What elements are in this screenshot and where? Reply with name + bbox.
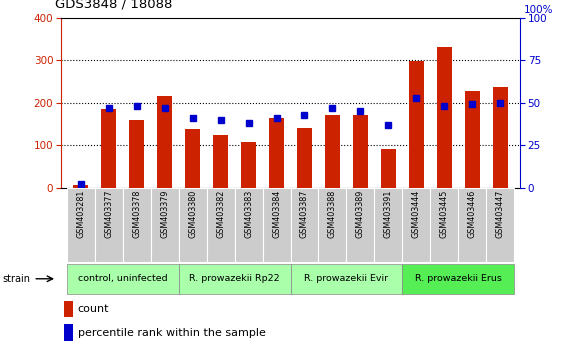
Bar [157, 96, 172, 188]
Bar [129, 120, 144, 188]
Text: GSM403382: GSM403382 [216, 190, 225, 238]
Bar [403, 264, 514, 294]
Bar [318, 188, 346, 262]
Bar [409, 61, 424, 188]
Bar [241, 142, 256, 188]
Bar [346, 188, 375, 262]
Bar [353, 115, 368, 188]
Text: strain: strain [3, 274, 31, 284]
Text: R. prowazekii Evir: R. prowazekii Evir [304, 274, 389, 282]
Bar [437, 47, 452, 188]
Text: GSM403281: GSM403281 [76, 190, 85, 238]
Bar [67, 188, 95, 262]
Text: count: count [77, 304, 109, 314]
Bar [64, 324, 73, 341]
Bar [95, 188, 123, 262]
Bar [206, 188, 235, 262]
Bar [185, 129, 200, 188]
Text: GSM403446: GSM403446 [468, 190, 477, 238]
Text: GSM403447: GSM403447 [496, 190, 505, 238]
Text: GSM403383: GSM403383 [244, 190, 253, 238]
Bar [150, 188, 178, 262]
Bar [375, 188, 403, 262]
Bar [290, 264, 403, 294]
Text: control, uninfected: control, uninfected [78, 274, 167, 282]
Bar [465, 91, 480, 188]
Text: GSM403384: GSM403384 [272, 190, 281, 238]
Bar [486, 188, 514, 262]
Text: GSM403445: GSM403445 [440, 190, 449, 238]
Bar [73, 185, 88, 188]
Bar [235, 188, 263, 262]
Text: GSM403388: GSM403388 [328, 190, 337, 238]
Text: GSM403387: GSM403387 [300, 190, 309, 238]
Text: percentile rank within the sample: percentile rank within the sample [77, 327, 266, 338]
Bar [297, 128, 312, 188]
Text: GSM403444: GSM403444 [412, 190, 421, 238]
Bar [213, 135, 228, 188]
Bar [178, 264, 290, 294]
Text: GSM403389: GSM403389 [356, 190, 365, 238]
Bar [431, 188, 458, 262]
Bar [458, 188, 486, 262]
Text: GSM403391: GSM403391 [384, 190, 393, 238]
Text: GSM403380: GSM403380 [188, 190, 197, 238]
Bar [325, 115, 340, 188]
Text: GSM403377: GSM403377 [104, 190, 113, 238]
Bar [381, 149, 396, 188]
Bar [403, 188, 431, 262]
Text: GSM403379: GSM403379 [160, 190, 169, 238]
Bar [67, 264, 178, 294]
Bar [101, 109, 116, 188]
Text: 100%: 100% [524, 5, 554, 15]
Text: R. prowazekii Rp22: R. prowazekii Rp22 [189, 274, 280, 282]
Bar [290, 188, 318, 262]
Text: GDS3848 / 18088: GDS3848 / 18088 [55, 0, 173, 11]
Bar [178, 188, 206, 262]
Bar [123, 188, 150, 262]
Bar [269, 118, 284, 188]
Bar [64, 301, 73, 317]
Bar [493, 87, 508, 188]
Bar [263, 188, 290, 262]
Text: GSM403378: GSM403378 [132, 190, 141, 238]
Text: R. prowazekii Erus: R. prowazekii Erus [415, 274, 502, 282]
